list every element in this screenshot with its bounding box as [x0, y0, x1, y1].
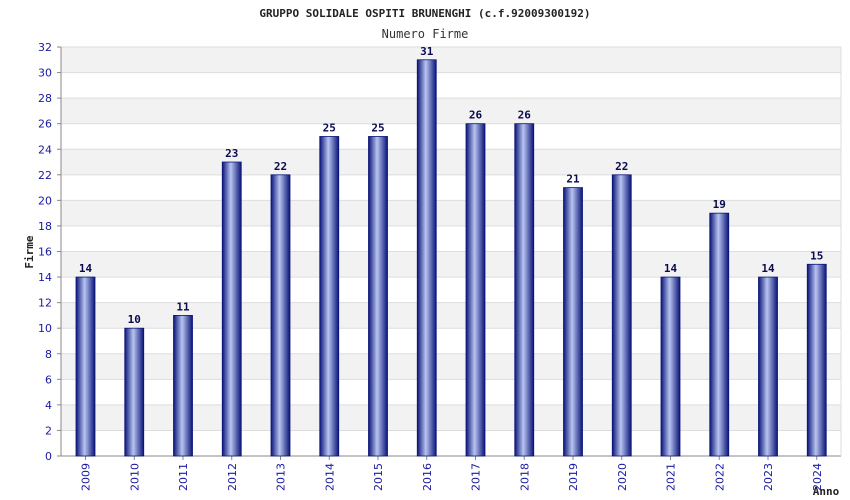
value-label: 26: [518, 109, 532, 122]
x-tick-labels: 2009 2010 2011 2012 2013 2014 2015 2016 2017 2018…: [80, 463, 824, 491]
bar: [611, 174, 632, 457]
bar: [660, 276, 681, 457]
plot-band: [61, 123, 841, 150]
value-labels: 14 10 11 23 22 25 25 31 26 26 21 22 14 19 14 15: [79, 45, 824, 326]
y-tick-label: 0: [45, 450, 52, 463]
bar: [563, 187, 583, 457]
plot-band: [61, 149, 841, 175]
y-tick-label: 4: [45, 399, 52, 412]
x-tick-label: 2019: [567, 463, 580, 491]
x-tick-label: 2024: [811, 463, 824, 491]
value-label: 23: [225, 147, 238, 160]
x-tick-label: 2010: [128, 463, 141, 491]
value-label: 31: [420, 45, 434, 58]
plot-band: [61, 174, 841, 201]
value-label: 21: [566, 173, 580, 186]
plot-band: [61, 98, 841, 124]
y-axis-label: Firme: [23, 235, 36, 268]
y-tick-label: 12: [38, 297, 52, 310]
value-label: 25: [323, 121, 336, 134]
bars: [75, 59, 827, 457]
y-tick-label: 6: [45, 373, 52, 386]
value-label: 22: [274, 160, 287, 173]
y-tick-label: 20: [38, 194, 52, 207]
x-tick-label: 2020: [616, 463, 629, 491]
bar: [465, 123, 486, 457]
x-tick-label: 2014: [323, 463, 336, 491]
value-label: 10: [128, 313, 141, 326]
x-tick-label: 2011: [177, 463, 190, 491]
y-tick-label: 26: [38, 118, 52, 131]
x-tick-label: 2012: [226, 463, 239, 491]
value-label: 19: [713, 198, 726, 211]
y-tick-label: 8: [45, 348, 52, 361]
bar: [75, 276, 96, 457]
bar: [368, 136, 388, 457]
x-tick-label: 2021: [665, 463, 678, 491]
bar: [709, 212, 730, 457]
x-axis-label: Anno: [813, 485, 840, 498]
value-label: 11: [176, 300, 190, 313]
y-tick-label: 2: [45, 424, 52, 437]
x-tick-label: 2009: [80, 463, 93, 491]
bar: [124, 327, 145, 457]
bar: [416, 59, 437, 457]
value-label: 26: [469, 109, 483, 122]
bar: [270, 174, 291, 457]
y-tick-label: 24: [38, 143, 52, 156]
y-tick-label: 10: [38, 322, 52, 335]
bar: [514, 123, 535, 457]
plot-band: [61, 72, 841, 99]
y-tick-label: 28: [38, 92, 52, 105]
bar: [221, 161, 242, 457]
y-tick-label: 16: [38, 246, 52, 259]
y-tick-label: 18: [38, 220, 52, 233]
y-tick-label: 30: [38, 67, 52, 80]
x-tick-label: 2023: [762, 463, 775, 491]
value-label: 14: [761, 262, 775, 275]
y-tick-label: 22: [38, 169, 52, 182]
y-tick-label: 32: [38, 41, 52, 54]
x-tick-label: 2018: [518, 463, 531, 491]
bar: [806, 263, 827, 457]
value-label: 14: [79, 262, 93, 275]
x-tick-label: 2015: [372, 463, 385, 491]
value-label: 15: [810, 249, 823, 262]
chart-subtitle: Numero Firme: [382, 27, 469, 41]
x-tick-label: 2013: [275, 463, 288, 491]
value-label: 25: [371, 121, 384, 134]
bar: [173, 315, 193, 457]
x-tick-label: 2022: [713, 463, 726, 491]
chart-title: GRUPPO SOLIDALE OSPITI BRUNENGHI (c.f.92…: [259, 7, 590, 20]
value-label: 14: [664, 262, 678, 275]
plot-band: [61, 47, 841, 73]
y-tick-label: 14: [38, 271, 52, 284]
bar: [758, 276, 778, 457]
x-tick-label: 2017: [470, 463, 483, 491]
bar: [319, 136, 340, 457]
x-tick-label: 2016: [421, 463, 434, 491]
value-label: 22: [615, 160, 628, 173]
